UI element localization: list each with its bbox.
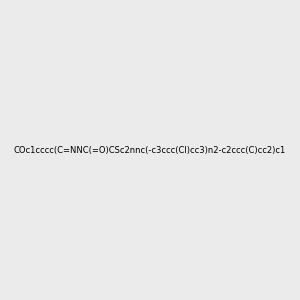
Text: COc1cccc(C=NNC(=O)CSc2nnc(-c3ccc(Cl)cc3)n2-c2ccc(C)cc2)c1: COc1cccc(C=NNC(=O)CSc2nnc(-c3ccc(Cl)cc3)… [14, 146, 286, 154]
